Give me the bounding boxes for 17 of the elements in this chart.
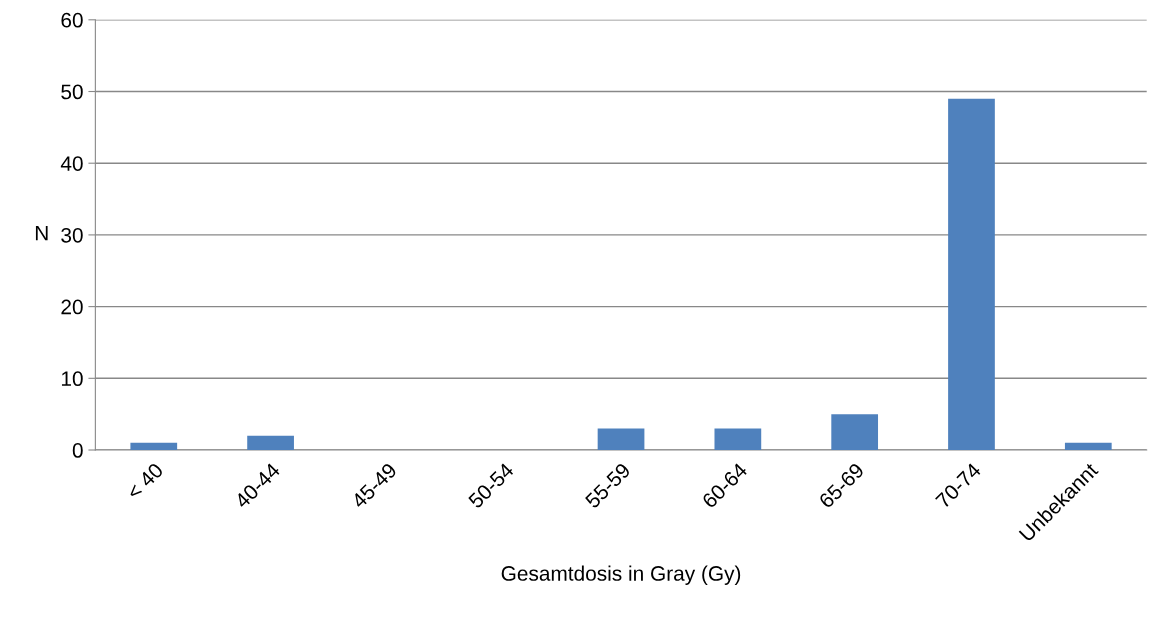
y-tick-label: 40 (60, 156, 83, 171)
bar (1064, 442, 1112, 451)
y-tick-label: 50 (61, 84, 83, 100)
y-tick-label: 20 (61, 299, 83, 315)
x-axis-title: Gesamtdosis in Gray (Gy) (501, 565, 741, 585)
y-tick-label: 10 (61, 371, 83, 387)
bar (948, 98, 995, 451)
y-tick-label: 60 (61, 12, 83, 28)
bar (597, 428, 645, 451)
y-axis-title: N (35, 225, 48, 241)
y-tick-label: 0 (72, 443, 83, 458)
x-tick-label: < 40 (125, 462, 165, 501)
bar (831, 414, 879, 451)
bar (247, 435, 294, 451)
bar (714, 428, 762, 451)
bar (130, 442, 178, 451)
y-tick-label: 30 (61, 227, 83, 243)
